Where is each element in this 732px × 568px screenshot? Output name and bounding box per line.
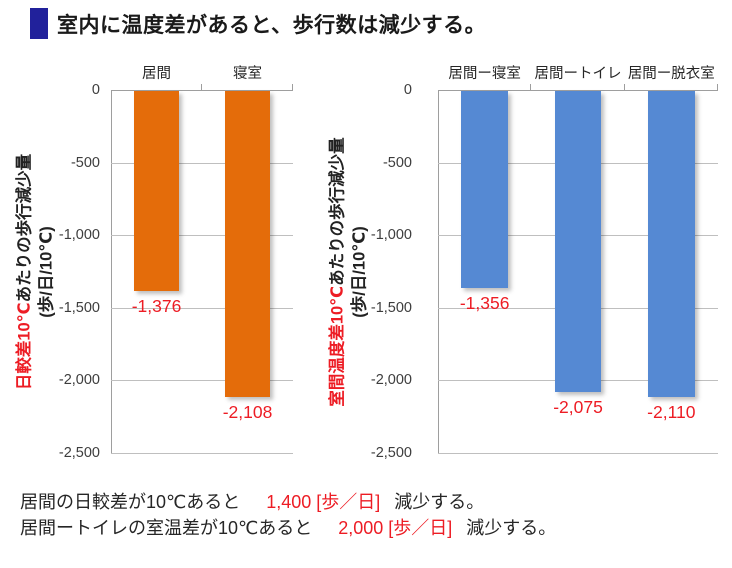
- title-row: 室内に温度差があると、歩行数は減少する。: [30, 8, 486, 39]
- title-bullet-marker: [30, 8, 48, 39]
- y-tick-label: -1,500: [58, 299, 100, 316]
- value-label: -2,075: [553, 397, 603, 418]
- y-tick-label: -1,000: [58, 227, 100, 244]
- footer-2-post: 減少する。: [466, 518, 557, 538]
- gridline: [111, 235, 293, 237]
- category-label: 居間ートイレ: [534, 66, 622, 82]
- value-label: -2,108: [222, 402, 273, 423]
- axis-tick: [201, 84, 202, 90]
- y-axis-labels-right: 0 -500 -1,000 -1,500 -2,000 -2,500: [360, 82, 412, 461]
- y-tick-label: -1,500: [370, 299, 412, 316]
- y-tick-label: -500: [70, 154, 100, 171]
- value-label: -1,376: [131, 295, 182, 316]
- axis-tick: [717, 84, 718, 90]
- category-label: 居間ー脱衣室: [627, 66, 715, 82]
- bar-1: [224, 91, 271, 398]
- bottom-axis-line: [438, 453, 718, 454]
- plot-area-right: 居間ー寝室 -1,356 居間ートイレ -2,075 居間ー脱衣室 -2,110: [438, 66, 718, 454]
- y-axis-title-right-highlight: 室間温度差10℃: [328, 285, 346, 407]
- y-tick-label: 0: [91, 82, 100, 98]
- y-axis-title-right-main: 室間温度差10℃あたりの歩行減少量: [326, 90, 348, 453]
- category-label: 居間ー寝室: [448, 66, 521, 82]
- footer-line-2: 居間ートイレの室温差が10℃あると 2,000 [歩／日] 減少する。: [20, 515, 556, 541]
- footer-1-post: 減少する。: [394, 492, 485, 512]
- gridline: [111, 307, 293, 309]
- bar-2: [648, 91, 695, 398]
- y-axis-title-right-rest: あたりの歩行減少量: [328, 136, 346, 286]
- y-tick-label: -500: [382, 154, 412, 171]
- footer-1-pre: 居間の日較差が10℃あると: [20, 492, 241, 512]
- footer-2-highlight: 2,000 [歩／日]: [338, 518, 453, 538]
- zero-axis-line: [438, 90, 718, 91]
- footer-line-1: 居間の日較差が10℃あると 1,400 [歩／日] 減少する。: [20, 489, 556, 515]
- category-label: 寝室: [233, 66, 262, 82]
- zero-axis-line: [111, 90, 293, 91]
- y-axis-line: [111, 90, 112, 453]
- value-label: -1,356: [459, 292, 510, 313]
- bar-0: [461, 91, 508, 288]
- axis-tick: [292, 84, 293, 90]
- page-title: 室内に温度差があると、歩行数は減少する。: [57, 13, 487, 37]
- category-label: 居間: [142, 66, 171, 82]
- y-tick-label: -2,500: [58, 445, 100, 461]
- y-tick-label: 0: [403, 82, 412, 98]
- bar-1: [554, 91, 602, 393]
- y-tick-label: -1,000: [370, 227, 412, 244]
- axis-tick: [623, 84, 625, 90]
- y-tick-label: -2,000: [370, 372, 412, 389]
- axis-tick: [530, 84, 532, 90]
- gridline: [111, 380, 293, 382]
- plot-area-left: 居間 -1,376 寝室 -2,108: [111, 66, 293, 454]
- y-axis-line: [438, 90, 439, 453]
- gridline: [111, 162, 293, 164]
- footer-1-highlight: 1,400 [歩／日]: [266, 492, 381, 512]
- y-tick-label: -2,000: [58, 372, 100, 389]
- y-axis-labels-left: 0 -500 -1,000 -1,500 -2,000 -2,500: [48, 82, 100, 461]
- footer-notes: 居間の日較差が10℃あると 1,400 [歩／日] 減少する。 居間ートイレの室温差…: [20, 489, 556, 541]
- value-label: -2,110: [647, 402, 696, 423]
- y-tick-label: -2,500: [370, 445, 412, 461]
- bottom-axis-line: [111, 453, 293, 454]
- footer-2-pre: 居間ートイレの室温差が10℃あると: [20, 518, 313, 538]
- bar-0: [133, 91, 180, 291]
